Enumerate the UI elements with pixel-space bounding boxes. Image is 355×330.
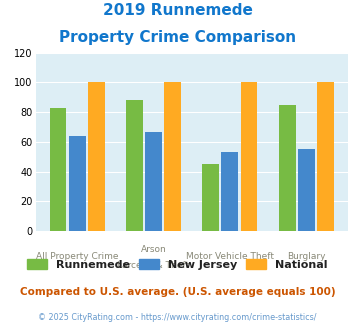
Bar bbox=[222, 152, 238, 231]
Bar bbox=[279, 105, 295, 231]
Text: Motor Vehicle Theft: Motor Vehicle Theft bbox=[186, 252, 274, 261]
Bar bbox=[88, 82, 105, 231]
Bar bbox=[126, 100, 143, 231]
Text: Larceny & Theft: Larceny & Theft bbox=[118, 261, 190, 270]
Text: Arson: Arson bbox=[141, 245, 166, 254]
Bar bbox=[145, 131, 162, 231]
Bar bbox=[298, 149, 315, 231]
Bar bbox=[50, 108, 66, 231]
Bar bbox=[241, 82, 257, 231]
Text: All Property Crime: All Property Crime bbox=[36, 252, 119, 261]
Bar bbox=[69, 136, 86, 231]
Text: © 2025 CityRating.com - https://www.cityrating.com/crime-statistics/: © 2025 CityRating.com - https://www.city… bbox=[38, 314, 317, 322]
Legend: Runnemede, New Jersey, National: Runnemede, New Jersey, National bbox=[23, 255, 332, 274]
Bar bbox=[164, 82, 181, 231]
Bar bbox=[317, 82, 334, 231]
Text: Compared to U.S. average. (U.S. average equals 100): Compared to U.S. average. (U.S. average … bbox=[20, 287, 335, 297]
Text: 2019 Runnemede: 2019 Runnemede bbox=[103, 3, 252, 18]
Bar bbox=[202, 164, 219, 231]
Text: Burglary: Burglary bbox=[287, 252, 326, 261]
Text: Property Crime Comparison: Property Crime Comparison bbox=[59, 30, 296, 45]
